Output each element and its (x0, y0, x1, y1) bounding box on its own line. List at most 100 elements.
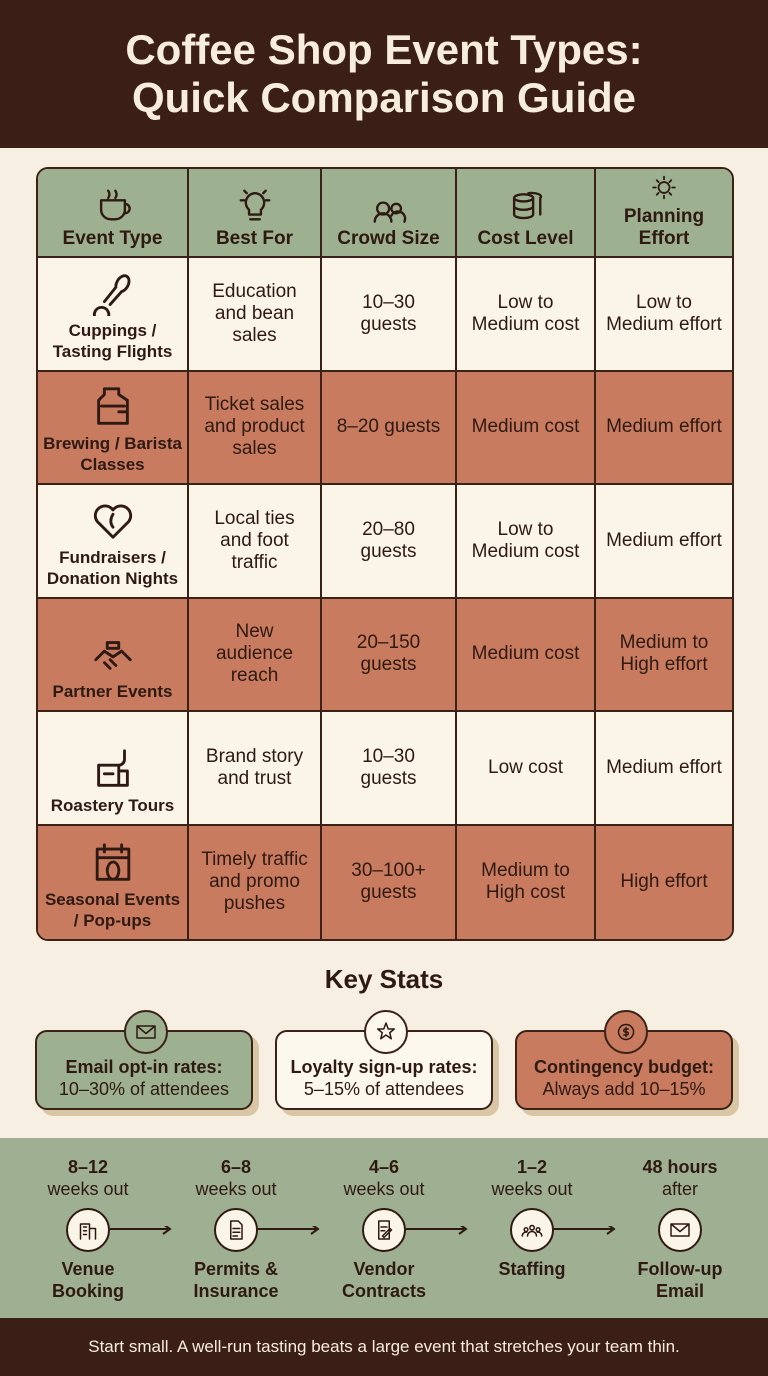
icon (230, 1220, 243, 1240)
icon-shape (93, 504, 132, 539)
step-label: Follow-up Email (637, 1259, 723, 1301)
icon (93, 504, 132, 539)
icon-shape (377, 1022, 395, 1040)
stat-card: Loyalty sign-up rates: 5–15% of attendees (275, 1010, 493, 1110)
row-header: Partner Events (38, 598, 189, 712)
icon (373, 201, 406, 223)
cell-text: Medium to High effort (619, 632, 709, 676)
table-cell: 30–100+ guests (322, 825, 457, 939)
icon-shape (79, 1223, 97, 1240)
icon (617, 1023, 635, 1041)
title-line: Quick Comparison Guide (131, 74, 637, 121)
stat-value: 10–30% of attendees (58, 1079, 230, 1099)
column-header: Cost Level (477, 228, 574, 249)
column-header: Planning Effort (623, 206, 705, 249)
stat-value: Always add 10–15% (542, 1079, 706, 1099)
stat-label: Loyalty sign-up rates: (290, 1057, 478, 1077)
cell-text: Medium effort (606, 756, 722, 778)
row-header: Seasonal Events / Pop-ups (38, 825, 189, 939)
event-type: Seasonal Events / Pop-ups (44, 890, 181, 930)
table-cell: Medium effort (596, 485, 732, 599)
icon (96, 387, 129, 425)
stat-card: Email opt-in rates: 10–30% of attendees (35, 1010, 253, 1110)
step-icon (362, 1208, 406, 1252)
table-cell: Brand story and trust (189, 712, 322, 826)
step-time: 4–6 (368, 1157, 400, 1177)
footer: Start small. A well-run tasting beats a … (0, 1318, 768, 1376)
icon (96, 748, 129, 787)
timeline-step: 48 hours after Follow-up Email (606, 1156, 754, 1302)
cell-text: Education and bean sales (212, 280, 297, 346)
cell-text: Low cost (488, 756, 563, 778)
step-time: 8–12 (67, 1157, 109, 1177)
icon (670, 1223, 690, 1237)
cell-text: Medium effort (606, 416, 722, 438)
icon-shape (373, 201, 406, 223)
header-cell: Planning Effort (596, 169, 732, 258)
icon-shape (239, 189, 270, 221)
step-unit: weeks out (343, 1179, 425, 1199)
table-cell: Medium effort (596, 712, 732, 826)
table-cell: Low cost (457, 712, 596, 826)
table-cell: Low to Medium cost (457, 258, 596, 372)
icon (79, 1223, 97, 1240)
timeline-step: 4–6 weeks out Vendor Contracts (310, 1156, 458, 1302)
icon (99, 189, 131, 221)
icon (521, 1224, 543, 1237)
title-line: Coffee Shop Event Types: (125, 26, 643, 73)
event-type: Roastery Tours (50, 795, 175, 815)
header-cell: Event Type (38, 169, 189, 258)
icon (239, 189, 270, 221)
column-header: Best For (215, 228, 294, 249)
table-cell: Education and bean sales (189, 258, 322, 372)
step-label: Vendor Contracts (341, 1259, 426, 1301)
icon (378, 1220, 393, 1240)
cell-text: Ticket sales and product sales (204, 394, 305, 460)
stat-card: Contingency budget: Always add 10–15% (515, 1010, 733, 1110)
table-cell: Timely traffic and promo pushes (189, 825, 322, 939)
stat-value: 5–15% of attendees (303, 1079, 465, 1099)
cell-text: 20–150 guests (356, 632, 421, 676)
step-icon (510, 1208, 554, 1252)
step-icon (66, 1208, 110, 1252)
timeline-step: 8–12 weeks out Venue Booking (14, 1156, 162, 1302)
step-time: 1–2 (516, 1157, 548, 1177)
table-cell: Low to Medium effort (596, 258, 732, 372)
section-title: Key Stats (324, 964, 444, 994)
header-cell: Cost Level (457, 169, 596, 258)
row-header: Cuppings / Tasting Flights (38, 258, 189, 372)
timeline-arrows (110, 1226, 616, 1235)
icon (377, 1022, 395, 1040)
table-cell: 10–30 guests (322, 712, 457, 826)
cell-text: 20–80 guests (360, 518, 417, 562)
row-header: Fundraisers / Donation Nights (38, 485, 189, 599)
stat-badge (364, 1010, 408, 1054)
step-icon (658, 1208, 702, 1252)
icon-shape (378, 1220, 393, 1240)
icon (136, 1025, 156, 1039)
table-cell: New audience reach (189, 598, 322, 712)
icon-shape (95, 843, 130, 881)
step-time: 6–8 (220, 1157, 252, 1177)
table-cell: 20–150 guests (322, 598, 457, 712)
cell-text: Low to Medium cost (471, 291, 580, 335)
header-cell: Crowd Size (322, 169, 457, 258)
cell-text: 10–30 guests (360, 745, 417, 789)
event-type: Partner Events (52, 682, 173, 701)
cell-text: Medium to High cost (481, 860, 570, 904)
table-cell: 8–20 guests (322, 371, 457, 485)
icon-shape (652, 175, 676, 200)
table-cell: Medium cost (457, 598, 596, 712)
step-unit: weeks out (47, 1179, 129, 1199)
table-cell: Medium cost (457, 371, 596, 485)
step-icon (214, 1208, 258, 1252)
cell-text: Low to Medium effort (606, 291, 722, 335)
cell-text: Brand story and trust (205, 745, 304, 789)
icon (512, 191, 542, 220)
cell-text: Medium cost (471, 416, 580, 438)
table-cell: Ticket sales and product sales (189, 371, 322, 485)
icon-shape (96, 748, 129, 787)
step-unit: weeks out (195, 1179, 277, 1199)
comparison-table: Event Type Best For Crowd Size Cost Level Pl… (36, 167, 734, 941)
